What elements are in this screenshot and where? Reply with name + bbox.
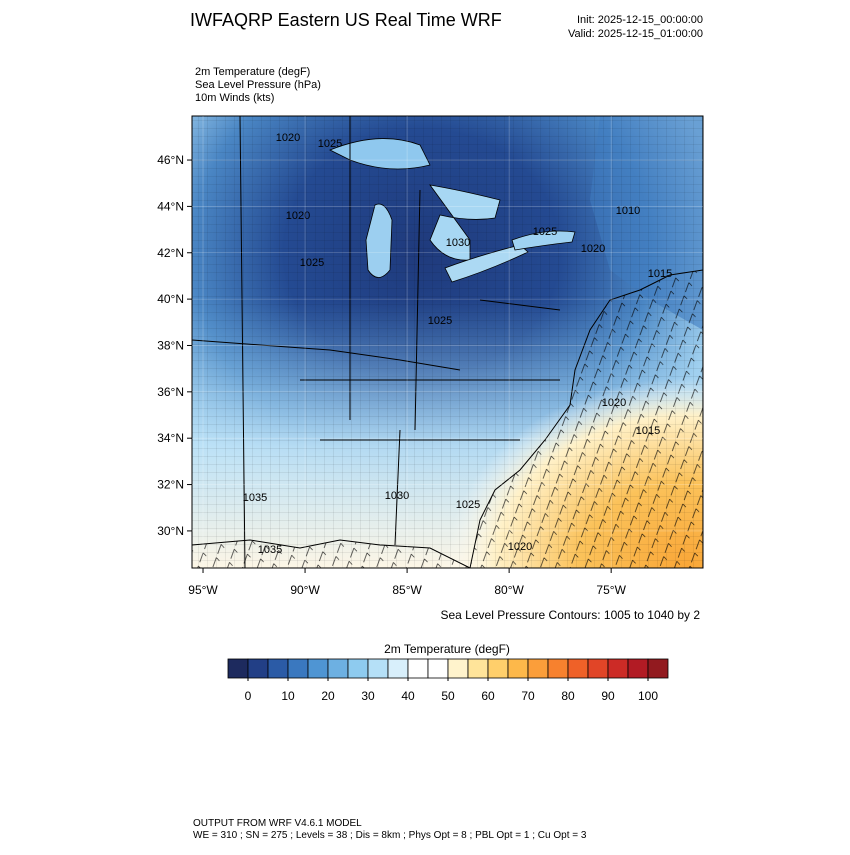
contour-label: 1030 [385,490,409,502]
colorbar-box [327,658,349,679]
contour-labels: 1020 1025 1020 1025 1030 1025 1020 1010 1015 1025… [243,132,672,556]
map-area [192,116,703,568]
x-tick-label: 95°W [188,583,218,597]
colorbar-tick-label: 30 [361,689,375,703]
colorbar-box [307,658,329,679]
contour-label: 1030 [446,237,470,249]
contour-label: 1025 [533,226,557,238]
y-tick-label: 36°N [157,385,184,399]
y-tick-label: 42°N [157,246,184,260]
contour-label: 1020 [276,132,300,144]
colorbar-tick-label: 10 [281,689,295,703]
footer: OUTPUT FROM WRF V4.6.1 MODEL WE = 310 ; … [193,818,587,841]
field-label: Sea Level Pressure (hPa) [195,79,321,91]
title: IWFAQRP Eastern US Real Time WRF [190,10,502,30]
y-tick-label: 40°N [157,292,184,306]
colorbar-box [227,658,249,679]
y-tick-label: 30°N [157,524,184,538]
lake [365,203,393,278]
lake [429,184,501,261]
colorbar-tick-label: 100 [638,689,658,703]
contour-label: 1025 [318,138,342,150]
x-tick-label: 85°W [392,583,422,597]
colorbar-box [427,658,449,679]
colorbar-tick-label: 90 [601,689,615,703]
contour-label: 1035 [258,544,282,556]
colorbar-box [547,658,569,679]
lake [444,244,529,283]
colorbar-box [407,658,429,679]
x-tick-label: 80°W [494,583,524,597]
field-label: 10m Winds (kts) [195,92,274,104]
colorbar-box [487,658,509,679]
colorbar-box [507,658,529,679]
contour-label: 1035 [243,492,267,504]
y-tick-label: 46°N [157,153,184,167]
footer-line: OUTPUT FROM WRF V4.6.1 MODEL [193,818,362,829]
contour-label: 1020 [508,541,532,553]
field-label: 2m Temperature (degF) [195,66,310,78]
x-tick-label: 90°W [290,583,320,597]
ocean-winds [469,269,703,568]
colorbar-box [247,658,269,679]
colorbar-tick-label: 80 [561,689,575,703]
colorbar-title: 2m Temperature (degF) [384,642,510,656]
valid-time: Valid: 2025-12-15_01:00:00 [568,28,703,40]
contour-label: 1015 [636,425,660,437]
colorbar-tick-label: 70 [521,689,535,703]
colorbar-box [467,658,489,679]
colorbar-box [567,658,589,679]
colorbar-tick-label: 0 [245,689,252,703]
lake [329,138,431,170]
contour-label: 1020 [602,397,626,409]
y-tick-label: 34°N [157,431,184,445]
lake [511,230,576,251]
colorbar-box [607,658,629,679]
colorbar-box [527,658,549,679]
map-frame [191,115,704,569]
colorbar-box [447,658,469,679]
colorbar-box [627,658,649,679]
colorbar-tick-label: 40 [401,689,415,703]
y-tick-label: 44°N [157,199,184,213]
colorbar-box [267,658,289,679]
y-tick-label: 32°N [157,478,184,492]
contour-label: 1020 [581,243,605,255]
contour-label: 1025 [300,257,324,269]
contour-label: 1015 [648,268,672,280]
colorbar-box [387,658,409,679]
footer-line: WE = 310 ; SN = 275 ; Levels = 38 ; Dis … [193,830,587,841]
colorbar-box [367,658,389,679]
contour-label: 1010 [616,205,640,217]
colorbar-tick-label: 60 [481,689,495,703]
colorbar-box [647,658,669,679]
init-time: Init: 2025-12-15_00:00:00 [577,14,703,26]
colorbar-box [287,658,309,679]
colorbar-tick-label: 20 [321,689,335,703]
contour-label: 1025 [428,315,452,327]
contour-note: Sea Level Pressure Contours: 1005 to 104… [441,608,701,622]
gulf-winds [192,539,471,568]
colorbar-box [587,658,609,679]
contour-label: 1025 [456,499,480,511]
colorbar-tick-label: 50 [441,689,455,703]
y-tick-label: 38°N [157,338,184,352]
colorbar-box [347,658,369,679]
state-lines [192,116,561,568]
x-tick-label: 75°W [596,583,626,597]
contour-label: 1020 [286,210,310,222]
